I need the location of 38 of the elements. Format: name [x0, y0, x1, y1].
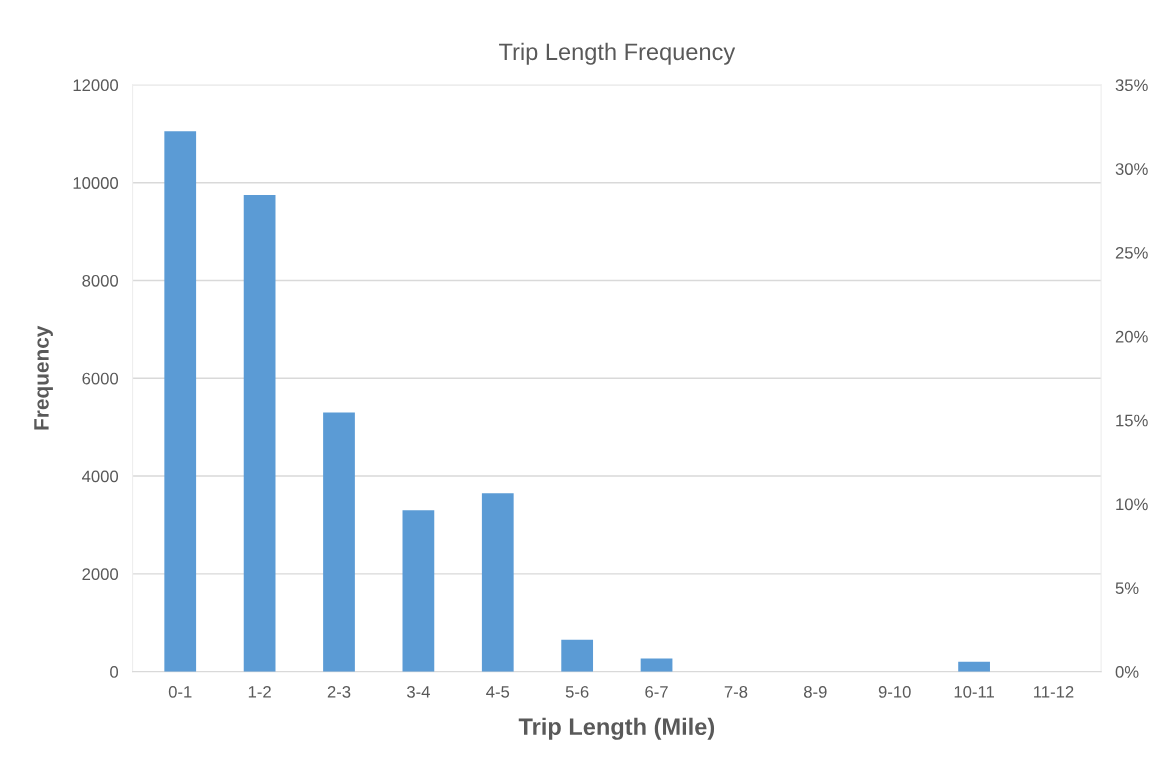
- y-tick-label: 0: [110, 666, 119, 678]
- x-tick-label: 2-3: [327, 685, 351, 698]
- bar: [958, 661, 990, 672]
- y2-tick-label: 15%: [1116, 414, 1148, 427]
- bar: [164, 131, 197, 672]
- bar: [402, 510, 435, 672]
- y2-tick-label: 25%: [1115, 246, 1148, 259]
- x-tick-label: 8-9: [804, 685, 827, 698]
- y-axis-title: Frequency: [34, 325, 53, 430]
- x-tick-label: 9-10: [878, 685, 911, 698]
- x-tick-label: 4-5: [486, 686, 510, 698]
- y-tick-label: 12000: [73, 79, 119, 92]
- y2-tick-label: 5%: [1115, 582, 1139, 595]
- x-tick-label: 0-1: [168, 685, 192, 698]
- bar: [481, 493, 514, 672]
- x-tick-label: 5-6: [565, 685, 589, 698]
- y-tick-label: 10000: [73, 177, 119, 189]
- x-tick-label: 11-12: [1034, 685, 1074, 698]
- bar: [243, 194, 276, 672]
- y-tick-label: 6000: [82, 372, 119, 385]
- bar: [561, 639, 594, 672]
- bar: [323, 412, 355, 672]
- y-tick-label: 2000: [82, 568, 119, 581]
- x-tick-label: 3-4: [406, 685, 430, 698]
- y2-tick-label: 20%: [1115, 330, 1148, 343]
- x-tick-label: 10-11: [954, 685, 994, 698]
- y2-tick-label: 35%: [1115, 79, 1148, 92]
- x-axis-title: Trip Length (Mile): [518, 717, 715, 740]
- y-tick-label: 8000: [82, 274, 119, 287]
- chart-title: Trip Length Frequency: [499, 42, 736, 65]
- y2-tick-label: 10%: [1116, 498, 1148, 511]
- y2-tick-label: 0%: [1115, 666, 1139, 678]
- x-tick-label: 6-7: [645, 685, 668, 698]
- x-tick-label: 1-2: [248, 685, 271, 698]
- y-tick-label: 4000: [82, 470, 119, 483]
- x-tick-label: 7-8: [724, 685, 748, 698]
- y2-tick-label: 30%: [1115, 163, 1148, 175]
- bar: [640, 658, 673, 672]
